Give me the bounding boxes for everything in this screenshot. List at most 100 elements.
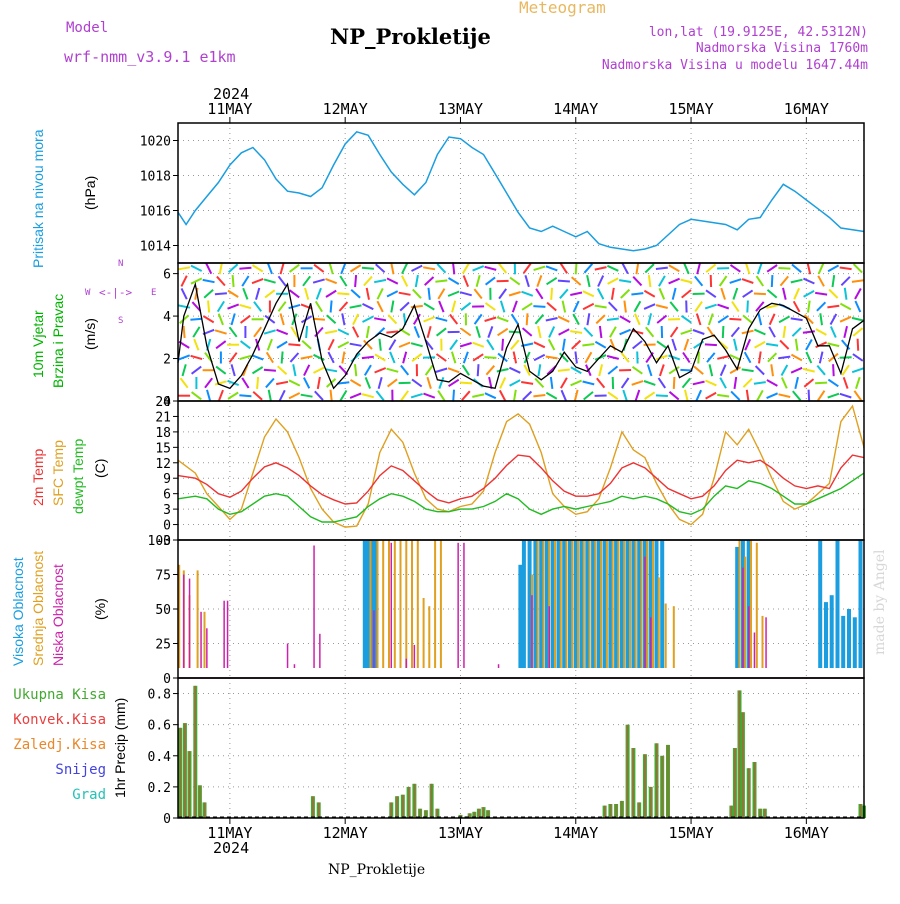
wind-arrow: [607, 266, 618, 271]
wind-arrow: [619, 280, 631, 282]
wind-arrow: [656, 395, 668, 396]
wind-arrow: [268, 263, 272, 274]
wind-arrow: [684, 263, 689, 274]
wind-arrow: [546, 393, 556, 399]
wind-arrow: [583, 382, 595, 385]
wind-arrows-group: [178, 262, 864, 401]
wind-arrow: [181, 378, 188, 388]
cloud-mid-bar: [583, 540, 585, 668]
compass-west: W: [85, 288, 90, 298]
y-tick-label: 1016: [140, 205, 171, 220]
wind-arrow: [182, 288, 187, 299]
wind-arrow: [513, 301, 517, 312]
cloud-low-bar: [313, 546, 315, 669]
wind-arrow: [759, 313, 762, 325]
wind-arrow: [721, 288, 725, 299]
wind-arrow: [499, 289, 506, 299]
wind-arrow: [331, 301, 332, 313]
wind-arrow: [254, 302, 261, 312]
wind-arrow: [747, 390, 749, 402]
wind-arrow: [497, 317, 508, 321]
wind-arrow: [220, 262, 222, 274]
cloud-low-label: Niska Oblacnost: [50, 564, 66, 666]
wind-arrow: [648, 313, 651, 325]
wind-arrow: [636, 262, 638, 274]
precip-conv-bar: [431, 784, 432, 818]
wind-arrow: [374, 280, 386, 282]
wind-arrow: [252, 279, 263, 283]
wind-arrow: [230, 327, 237, 337]
wind-arrow: [268, 339, 272, 350]
wind-arrow: [514, 352, 517, 364]
wind-arrow: [674, 377, 675, 389]
cloud-mid-bar: [571, 540, 573, 668]
wind-arrow: [230, 353, 237, 363]
wind-arrow: [477, 275, 480, 287]
y-tick-label: 0.4: [148, 750, 172, 765]
wind-arrow: [206, 263, 211, 274]
wind-arrow: [390, 352, 395, 363]
wind-arrow: [374, 318, 386, 320]
wind-arrow: [791, 280, 803, 283]
cloud-mid-bar: [617, 540, 619, 668]
wind-arrow: [449, 278, 459, 284]
wind-arrow: [204, 290, 213, 298]
precip-conv-bar: [610, 804, 611, 818]
wind-arrow: [672, 339, 676, 350]
cloud-high-bar: [841, 616, 845, 668]
precip-conv-bar: [391, 802, 392, 818]
wind-arrow: [522, 292, 533, 296]
wind-arrow: [387, 278, 398, 283]
wind-arrow: [351, 290, 360, 298]
wind-arrow: [534, 355, 545, 361]
precip-conv-label: Konvek.Kisa: [13, 712, 106, 728]
wind-arrow: [278, 366, 287, 374]
wind-arrow: [427, 377, 431, 389]
compass-north: N: [118, 259, 123, 269]
wind-arrow: [362, 357, 374, 358]
wind-arrow: [514, 390, 516, 402]
wind-arrow: [620, 330, 631, 335]
wind-arrow: [656, 268, 668, 269]
wind-arrow: [656, 305, 668, 308]
wind-arrow: [806, 352, 811, 363]
wind-arrow: [684, 339, 688, 350]
cloud-low-bar: [463, 543, 465, 668]
panel-frame: [178, 401, 864, 540]
cloud-high-bar: [830, 595, 834, 668]
wind-arrow: [340, 276, 346, 286]
cloud-mid-bar: [417, 540, 419, 668]
wind-arrow: [571, 381, 582, 386]
wind-arrow: [463, 365, 470, 375]
cloud-mid-bar: [377, 540, 379, 668]
wind-unit-label: (m/s): [82, 318, 98, 350]
wind-arrow: [683, 378, 691, 387]
cloud-low-bar: [644, 557, 646, 668]
wind-arrow: [386, 331, 398, 332]
wind-arrow: [315, 391, 323, 400]
cloud-low-bar: [457, 543, 459, 668]
wind-arrow: [474, 289, 481, 298]
wind-arrow: [232, 364, 235, 376]
wind-arrow: [681, 280, 693, 283]
wind-arrow: [693, 330, 704, 334]
wind-arrow: [436, 318, 448, 321]
wind-arrow: [608, 366, 617, 374]
y-tick-label: 50: [155, 603, 171, 618]
wind-arrow: [828, 380, 838, 387]
wind-arrow: [387, 291, 398, 296]
wind-arrow: [264, 370, 276, 371]
wind-arrow: [215, 330, 227, 333]
wind-arrow: [779, 316, 790, 322]
wind-arrow: [820, 313, 822, 325]
wind-arrow: [337, 293, 349, 294]
wind-arrow: [538, 326, 541, 338]
wind-arrow: [610, 327, 616, 337]
wind-arrow: [524, 264, 531, 274]
precip-conv-bar: [604, 806, 605, 818]
model-elevation-label: Nadmorska Visina u modelu 1647.44m: [602, 58, 868, 73]
wind-arrow: [683, 353, 690, 363]
wind-arrow: [301, 356, 313, 358]
wind-arrow: [316, 301, 322, 311]
